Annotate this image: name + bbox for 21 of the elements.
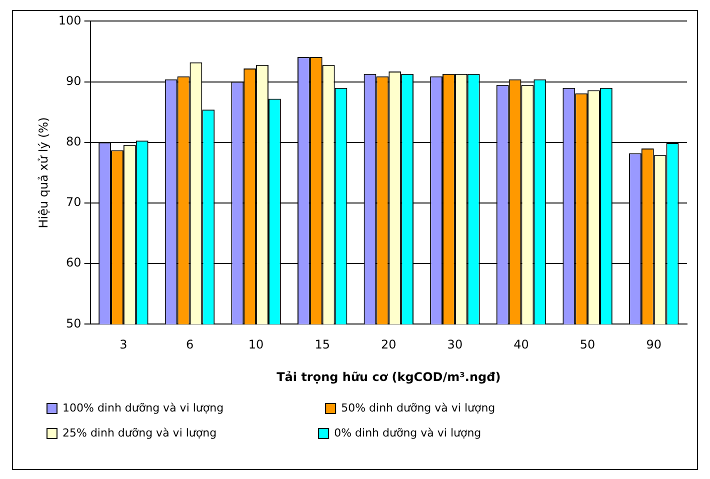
x-tick-label: 30 — [447, 338, 463, 352]
x-tick-label: 6 — [186, 338, 194, 352]
x-axis-title: Tải trọng hữu cơ (kgCOD/m³.ngđ) — [276, 370, 501, 384]
legend-label: 0% dinh dưỡng và vi lượng — [334, 426, 570, 440]
legend-label: 25% dinh dưỡng và vi lượng — [62, 426, 305, 440]
x-tick-label: 20 — [381, 338, 396, 352]
y-tick-label: 100 — [58, 13, 82, 28]
y-tick-label: 90 — [66, 74, 82, 88]
y-tick-label: 60 — [66, 256, 82, 270]
x-tick-label: 90 — [646, 338, 662, 352]
y-tick-label: 70 — [66, 195, 82, 210]
legend-label: 50% dinh dưỡng và vi lượng — [341, 401, 584, 414]
y-tick-label: 50 — [66, 316, 82, 330]
y-tick-label: 80 — [66, 134, 82, 149]
legend-label: 100% dinh dưỡng và vi lượng — [62, 401, 312, 414]
y-axis-title: Hiệu quả xử lý (%) — [36, 117, 50, 228]
x-tick-label: 10 — [248, 338, 264, 352]
x-tick-label: 3 — [120, 338, 128, 352]
x-tick-label: 40 — [514, 338, 529, 352]
x-tick-label: 15 — [314, 338, 330, 352]
x-tick-label: 50 — [580, 338, 596, 352]
